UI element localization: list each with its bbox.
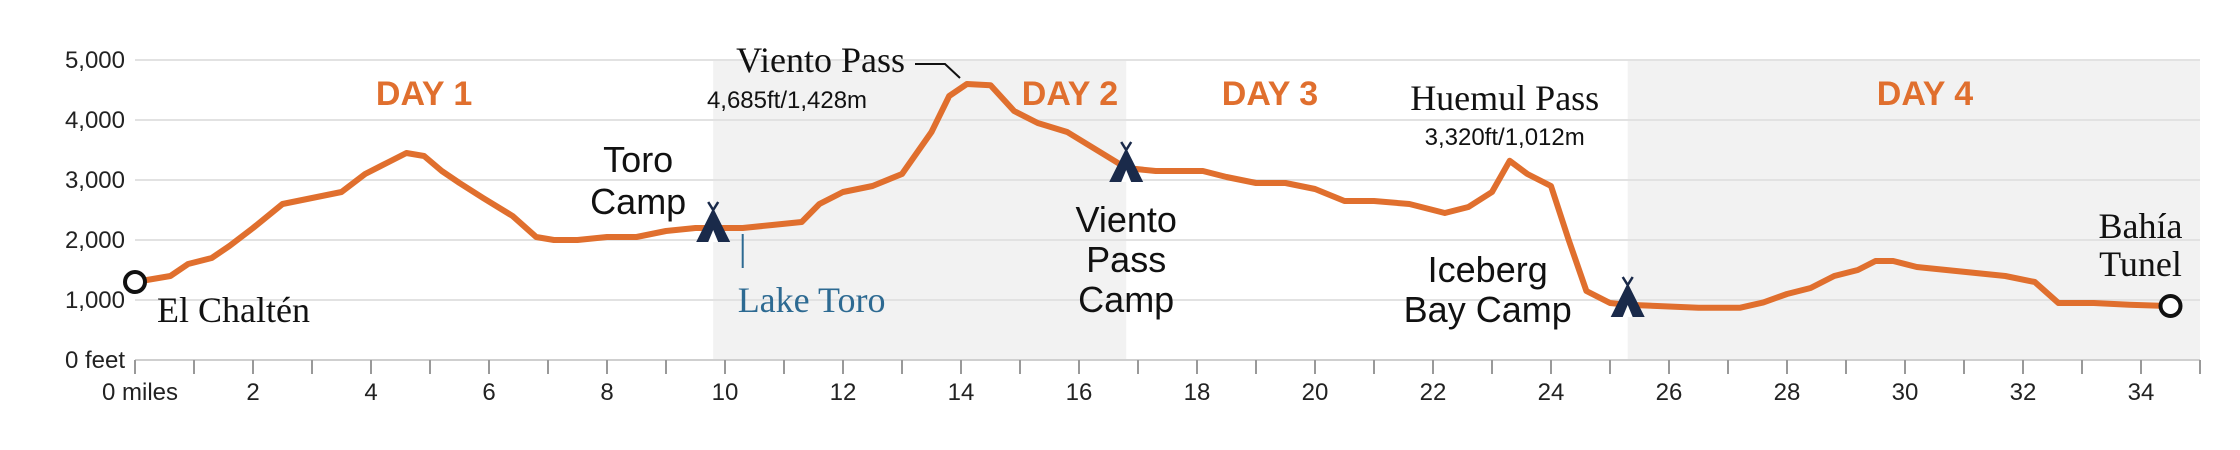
elevation-line xyxy=(132,81,2174,311)
day-band-2 xyxy=(713,60,1127,360)
y-axis-ticks: 0 feet 1,000 2,000 3,000 4,000 5,000 xyxy=(65,47,125,374)
x-tick-label: 24 xyxy=(1538,379,1565,406)
x-tick-label: 10 xyxy=(712,379,739,406)
y-tick-label: 0 feet xyxy=(65,347,125,374)
iceberg-camp-label-line2: Bay Camp xyxy=(1404,289,1572,330)
viento-camp-label-line1: Viento xyxy=(1075,199,1176,240)
camp-icons xyxy=(696,141,1645,317)
viento-pass-elevation: 4,685ft/1,428m xyxy=(707,87,867,114)
start-point-marker xyxy=(123,270,147,294)
x-tick-label: 4 xyxy=(364,379,377,406)
day-label-3: DAY 3 xyxy=(1222,75,1318,113)
x-tick-label: 22 xyxy=(1420,379,1447,406)
x-tick-label: 30 xyxy=(1892,379,1919,406)
day-label-1: DAY 1 xyxy=(376,75,472,113)
y-tick-label: 5,000 xyxy=(65,47,125,74)
viento-camp-label-line3: Camp xyxy=(1078,279,1174,320)
x-tick-label: 0 miles xyxy=(102,379,178,406)
y-tick-label: 3,000 xyxy=(65,167,125,194)
x-tick-label: 26 xyxy=(1656,379,1683,406)
y-tick-label: 2,000 xyxy=(65,227,125,254)
huemul-pass-elevation: 3,320ft/1,012m xyxy=(1425,124,1585,151)
y-tick-label: 1,000 xyxy=(65,287,125,314)
lake-toro-label: Lake Toro xyxy=(738,280,886,320)
x-tick-label: 2 xyxy=(246,379,259,406)
end-label-line2: Tunel xyxy=(2099,244,2182,284)
x-tick-label: 16 xyxy=(1066,379,1093,406)
viento-pass-leader-line xyxy=(915,63,961,79)
x-tick-label: 14 xyxy=(948,379,975,406)
toro-camp-icon xyxy=(696,201,731,242)
viento-pass-camp-icon xyxy=(1109,141,1144,182)
huemul-pass-label: Huemul Pass xyxy=(1410,78,1599,118)
day-labels: DAY 1 DAY 2 DAY 3 DAY 4 xyxy=(376,75,1973,113)
start-label: El Chaltén xyxy=(157,290,310,330)
end-point-marker xyxy=(2158,294,2183,318)
iceberg-camp-label-line1: Iceberg xyxy=(1428,249,1548,290)
gridlines xyxy=(135,59,2200,361)
y-tick-label: 4,000 xyxy=(65,107,125,134)
toro-camp-label-line2: Camp xyxy=(590,181,686,222)
x-tick-label: 34 xyxy=(2128,379,2155,406)
x-tick-label: 18 xyxy=(1184,379,1211,406)
x-axis-ticks: 0 miles 2 4 6 8 10 12 14 16 18 20 22 24 26 28 30 32 34 xyxy=(102,360,2201,406)
viento-pass-label: Viento Pass xyxy=(736,40,905,80)
viento-camp-label-line2: Pass xyxy=(1086,239,1166,280)
end-label-line1: Bahía xyxy=(2099,206,2183,246)
x-tick-label: 32 xyxy=(2010,379,2037,406)
x-tick-label: 28 xyxy=(1774,379,1801,406)
iceberg-bay-camp-icon xyxy=(1610,276,1645,317)
x-tick-label: 12 xyxy=(830,379,857,406)
x-tick-label: 6 xyxy=(482,379,495,406)
day-label-2: DAY 2 xyxy=(1022,75,1118,113)
x-tick-label: 20 xyxy=(1302,379,1329,406)
x-tick-label: 8 xyxy=(600,379,613,406)
toro-camp-label-line1: Toro xyxy=(603,139,673,180)
day-label-4: DAY 4 xyxy=(1877,75,1973,113)
